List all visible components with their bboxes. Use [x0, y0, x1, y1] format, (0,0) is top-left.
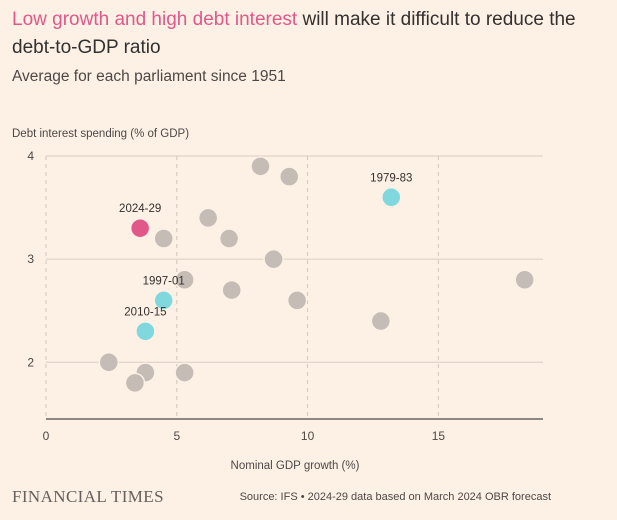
y-tick-label: 3	[27, 252, 34, 266]
data-point	[222, 281, 241, 300]
data-point	[280, 167, 299, 186]
data-point	[131, 219, 150, 238]
data-point	[515, 270, 534, 289]
point-label: 2010-15	[124, 306, 166, 318]
x-tick-label: 0	[43, 429, 50, 443]
y-tick-label: 4	[27, 149, 34, 163]
point-label: 2024-29	[119, 203, 161, 215]
data-point	[264, 250, 283, 269]
data-point	[371, 312, 390, 331]
data-point	[288, 291, 307, 310]
data-point	[251, 157, 270, 176]
data-point	[382, 188, 401, 207]
scatter-chart: 2 3 4 0 5 10 15 1979-83 2024-29 1997-01 2010-15 N…	[0, 0, 617, 480]
y-tick-label: 2	[27, 355, 34, 369]
x-tick-label: 5	[173, 429, 180, 443]
point-label: 1979-83	[370, 172, 412, 184]
data-point	[125, 373, 144, 392]
x-tick-label: 15	[432, 429, 446, 443]
data-point	[199, 208, 218, 227]
ft-logo: FINANCIAL TIMES	[12, 487, 164, 507]
grid-layer: 2 3 4 0 5 10 15	[27, 149, 543, 443]
x-axis-label: Nominal GDP growth (%)	[231, 460, 360, 472]
source-note: Source: IFS • 2024-29 data based on Marc…	[240, 491, 551, 503]
data-point	[99, 353, 118, 372]
data-point	[154, 229, 173, 248]
data-point	[136, 322, 155, 341]
x-tick-label: 10	[301, 429, 315, 443]
point-label: 1997-01	[143, 275, 185, 287]
data-point	[175, 363, 194, 382]
data-point	[220, 229, 239, 248]
